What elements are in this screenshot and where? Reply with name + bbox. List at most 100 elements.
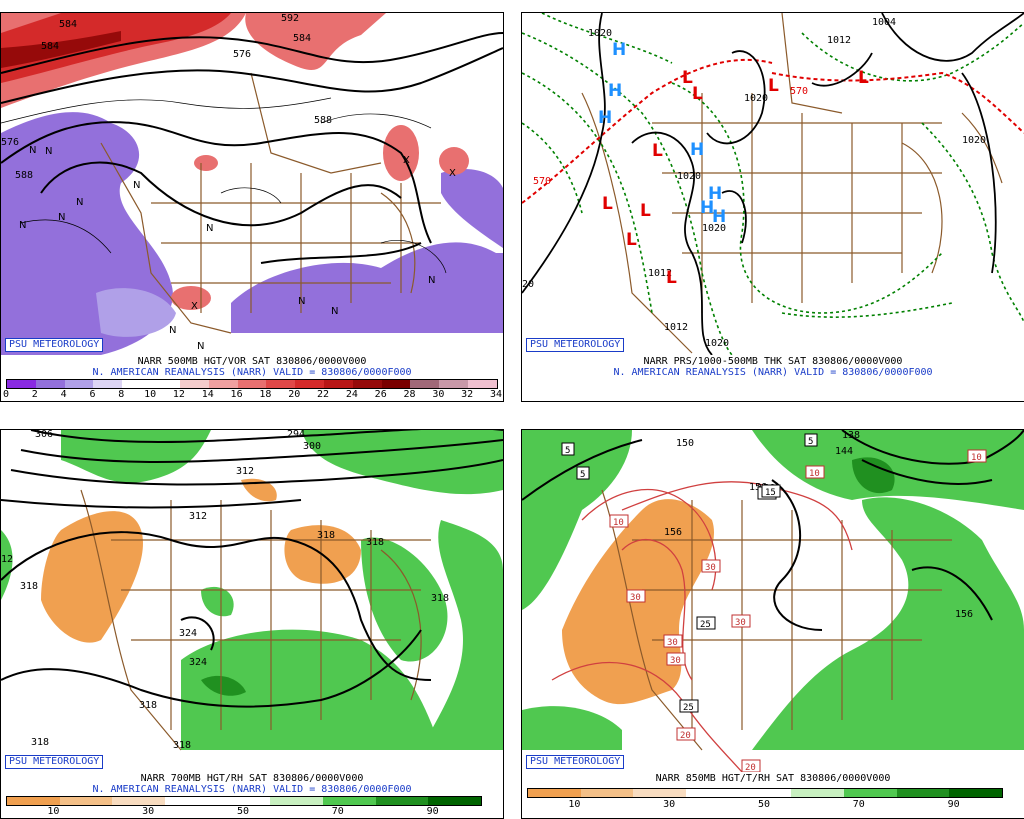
rh-moist-east: [361, 537, 448, 662]
panel-850mb-temp-rh: 150 138 144 156 156 156 156 555101010151…: [521, 429, 1024, 819]
colorbar-swatch: [35, 380, 65, 388]
isobar-label: 1020: [677, 171, 701, 182]
colorbar-swatch: [237, 380, 267, 388]
panel-subtitle: N. AMERICAN REANALYSIS (NARR) VALID = 83…: [92, 784, 412, 795]
colorbar-tick-label: 10: [144, 389, 157, 400]
min-marker: N: [19, 220, 26, 231]
low-marker: L: [692, 84, 703, 104]
colorbar-tick-label: 70: [331, 806, 344, 817]
temperature-box-label: 10: [805, 465, 825, 479]
colorbar-ticks: 10 30 50 70 90: [6, 807, 480, 818]
low-marker: L: [666, 268, 677, 288]
rh-moist-north: [61, 430, 211, 483]
colorbar-swatch: [738, 789, 792, 797]
high-marker: H: [598, 108, 612, 128]
colorbar-tick-label: 6: [89, 389, 96, 400]
colorbar-swatch: [633, 789, 686, 797]
temperature-box-label: 30: [731, 614, 751, 628]
low-marker: L: [768, 76, 779, 96]
low-marker: L: [640, 201, 651, 221]
colorbar-swatch: [295, 380, 324, 388]
colorbar-tick-label: 30: [663, 799, 676, 810]
max-marker: X: [449, 168, 456, 179]
colorbar-swatch: [7, 380, 36, 388]
low-marker: L: [626, 230, 637, 250]
colorbar-tick-label: 14: [201, 389, 214, 400]
max-marker: X: [403, 155, 410, 166]
colorbar-rh: [527, 788, 1003, 798]
temperature-box-labels: 5551010101515303030302530252020: [561, 433, 987, 772]
colorbar-swatch: [381, 380, 411, 388]
svg-text:15: 15: [765, 488, 776, 498]
vorticity-contours: [1, 97, 447, 274]
isobar-labels: 1020 1004 1012 1020 1020 570 570 1020 10…: [522, 17, 986, 349]
colorbar-swatch: [685, 789, 739, 797]
contour-label: 12: [1, 554, 13, 565]
contour-label: 312: [236, 466, 254, 477]
colorbar-tick-label: 8: [118, 389, 125, 400]
colorbar-swatch: [164, 797, 218, 805]
temperature-box-label: 5: [576, 466, 590, 480]
thickness-label: 570: [790, 86, 808, 97]
contour-label: 588: [15, 170, 33, 181]
colorbar-tick-label: 70: [852, 799, 865, 810]
low-marker: L: [652, 141, 663, 161]
colorbar-tick-label: 90: [426, 806, 439, 817]
vorticity-min-south: [231, 242, 503, 333]
temperature-box-label: 10: [609, 514, 629, 528]
thickness-label: 570: [533, 176, 551, 187]
colorbar-tick-label: 10: [47, 806, 60, 817]
temperature-box-label: 20: [676, 727, 696, 741]
contour-label: 584: [293, 33, 311, 44]
rh-moist-pacific: [522, 430, 632, 610]
panel-title: NARR PRS/1000-500MB THK SAT 830806/0000V…: [643, 356, 903, 367]
colorbar-swatch: [896, 789, 950, 797]
contour-label: 144: [835, 446, 853, 457]
svg-text:20: 20: [680, 731, 691, 741]
psu-meteorology-badge: PSU METEOROLOGY: [5, 755, 104, 769]
svg-text:5: 5: [808, 437, 813, 447]
colorbar-tick-label: 26: [374, 389, 387, 400]
colorbar-swatch: [179, 380, 209, 388]
height-contours: [1, 32, 503, 264]
psu-meteorology-badge: PSU METEOROLOGY: [5, 338, 104, 352]
svg-text:30: 30: [667, 638, 678, 648]
colorbar-swatch: [428, 797, 481, 805]
svg-text:30: 30: [705, 563, 716, 573]
rh-dry-canada: [241, 478, 277, 502]
contour-label: 306: [35, 430, 53, 440]
svg-text:10: 10: [809, 469, 820, 479]
vorticity-min-mexico: [96, 288, 176, 337]
contour-label: 318: [20, 581, 38, 592]
temperature-box-label: 15: [761, 484, 781, 498]
svg-text:5: 5: [580, 470, 585, 480]
colorbar-tick-label: 0: [2, 389, 10, 400]
low-pressure-markers: L L L L L L L L L: [602, 68, 869, 288]
contour-labels-500: 584 584 576 592 584 588 588 576: [1, 13, 332, 181]
rh-moist-southwest: [522, 706, 622, 750]
rh-very-moist: [852, 457, 895, 494]
low-marker: L: [858, 68, 869, 88]
isobar-label: 20: [522, 279, 534, 290]
height-contours: [522, 430, 1024, 631]
map-700mb-svg: 306 294 300 312 312 318 318 318 318 318 …: [1, 430, 503, 772]
colorbar-swatch: [439, 380, 468, 388]
thickness-570-contour-east: [771, 71, 1024, 134]
colorbar-tick-label: 30: [432, 389, 445, 400]
isobar-label: 1020: [962, 135, 986, 146]
high-marker: H: [700, 198, 714, 218]
colorbar-tick-label: 10: [568, 799, 581, 810]
isobars: [522, 13, 1024, 355]
colorbar-swatch: [270, 797, 323, 805]
min-marker: N: [206, 223, 213, 234]
high-marker: H: [708, 184, 722, 204]
colorbar-swatch: [93, 380, 123, 388]
contour-label: 318: [366, 537, 384, 548]
min-marker: N: [76, 197, 83, 208]
rh-moist-east: [752, 497, 1024, 750]
isobar-label: 1012: [648, 268, 672, 279]
colorbar-swatch: [323, 380, 353, 388]
colorbar-tick-label: 30: [142, 806, 155, 817]
colorbar-tick-label: 18: [259, 389, 272, 400]
high-marker: H: [690, 140, 704, 160]
